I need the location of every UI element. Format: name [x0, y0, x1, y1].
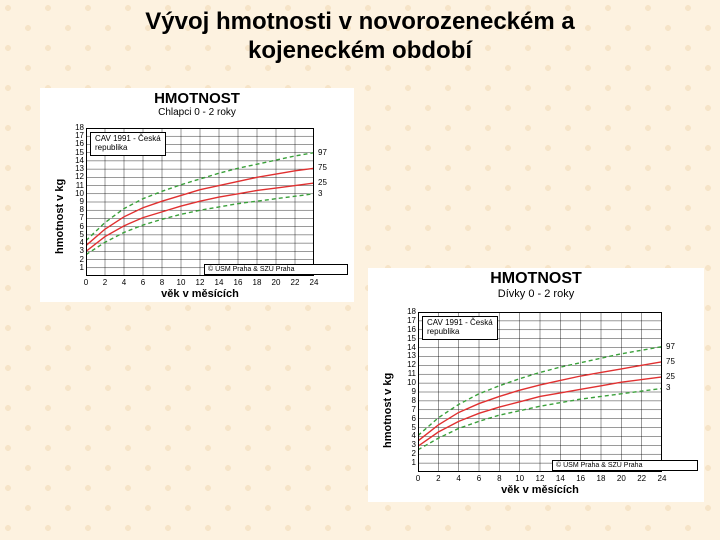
xtick: 8: [493, 474, 505, 483]
xtick: 6: [473, 474, 485, 483]
legend-box: CAV 1991 - Českárepublika: [422, 316, 498, 340]
xtick: 16: [575, 474, 587, 483]
xtick: 12: [534, 474, 546, 483]
ytick: 9: [412, 387, 416, 396]
ytick: 8: [80, 205, 84, 214]
ytick: 15: [75, 148, 84, 157]
ytick: 12: [407, 360, 416, 369]
ytick: 7: [412, 405, 416, 414]
xtick: 8: [156, 278, 168, 287]
xtick: 14: [554, 474, 566, 483]
xtick: 18: [595, 474, 607, 483]
percentile-label: 75: [666, 357, 675, 366]
ytick: 13: [75, 164, 84, 173]
ytick: 17: [75, 131, 84, 140]
percentile-label: 97: [666, 342, 675, 351]
xtick: 6: [137, 278, 149, 287]
percentile-label: 75: [318, 163, 327, 172]
ytick: 10: [407, 378, 416, 387]
ytick: 14: [407, 343, 416, 352]
xtick: 10: [514, 474, 526, 483]
ytick: 7: [80, 213, 84, 222]
ytick: 18: [407, 307, 416, 316]
xtick: 4: [118, 278, 130, 287]
ytick: 6: [412, 414, 416, 423]
percentile-label: 25: [666, 372, 675, 381]
xtick: 24: [656, 474, 668, 483]
y-axis-label: hmotnost v kg: [382, 373, 394, 448]
chart-title: HMOTNOST: [40, 90, 354, 107]
ytick: 15: [407, 334, 416, 343]
xtick: 20: [270, 278, 282, 287]
percentile-label: 25: [318, 178, 327, 187]
ytick: 11: [76, 181, 84, 190]
xtick: 10: [175, 278, 187, 287]
page-title: Vývoj hmotnosti v novorozeneckém a kojen…: [0, 8, 720, 66]
ytick: 5: [80, 230, 84, 239]
xtick: 14: [213, 278, 225, 287]
y-axis-label: hmotnost v kg: [54, 179, 66, 254]
ytick: 2: [80, 255, 84, 264]
ytick: 16: [75, 139, 84, 148]
ytick: 14: [75, 156, 84, 165]
percentile-label: 3: [318, 189, 322, 198]
xtick: 20: [615, 474, 627, 483]
ytick: 13: [407, 351, 416, 360]
title-line2: kojeneckém období: [248, 37, 472, 64]
xtick: 0: [80, 278, 92, 287]
ytick: 2: [412, 449, 416, 458]
ytick: 18: [75, 123, 84, 132]
chart-footer: © ÚSM Praha & SZÚ Praha: [552, 460, 698, 471]
chart-girls: HMOTNOSTDívky 0 - 2 roky1234567891011121…: [368, 268, 704, 502]
ytick: 3: [80, 246, 84, 255]
ytick: 5: [412, 423, 416, 432]
x-axis-label: věk v měsících: [418, 484, 662, 496]
ytick: 3: [412, 440, 416, 449]
ytick: 1: [80, 263, 84, 272]
ytick: 11: [408, 369, 416, 378]
ytick: 16: [407, 325, 416, 334]
xtick: 0: [412, 474, 424, 483]
xtick: 16: [232, 278, 244, 287]
x-axis-label: věk v měsících: [86, 288, 314, 300]
xtick: 18: [251, 278, 263, 287]
ytick: 4: [412, 431, 416, 440]
ytick: 4: [80, 238, 84, 247]
legend-box: CAV 1991 - Českárepublika: [90, 132, 166, 156]
chart-boys: HMOTNOSTChlapci 0 - 2 roky12345678910111…: [40, 88, 354, 302]
ytick: 8: [412, 396, 416, 405]
ytick: 6: [80, 222, 84, 231]
chart-footer: © ÚSM Praha & SZÚ Praha: [204, 264, 348, 275]
xtick: 24: [308, 278, 320, 287]
title-line1: Vývoj hmotnosti v novorozeneckém a: [145, 8, 574, 35]
xtick: 2: [432, 474, 444, 483]
ytick: 9: [80, 197, 84, 206]
ytick: 17: [407, 316, 416, 325]
xtick: 4: [453, 474, 465, 483]
chart-subtitle: Dívky 0 - 2 roky: [368, 288, 704, 300]
xtick: 2: [99, 278, 111, 287]
ytick: 12: [75, 172, 84, 181]
xtick: 22: [289, 278, 301, 287]
percentile-label: 3: [666, 383, 670, 392]
ytick: 1: [412, 458, 416, 467]
xtick: 12: [194, 278, 206, 287]
ytick: 10: [75, 189, 84, 198]
xtick: 22: [636, 474, 648, 483]
chart-title: HMOTNOST: [368, 270, 704, 288]
percentile-label: 97: [318, 148, 327, 157]
chart-subtitle: Chlapci 0 - 2 roky: [40, 107, 354, 118]
